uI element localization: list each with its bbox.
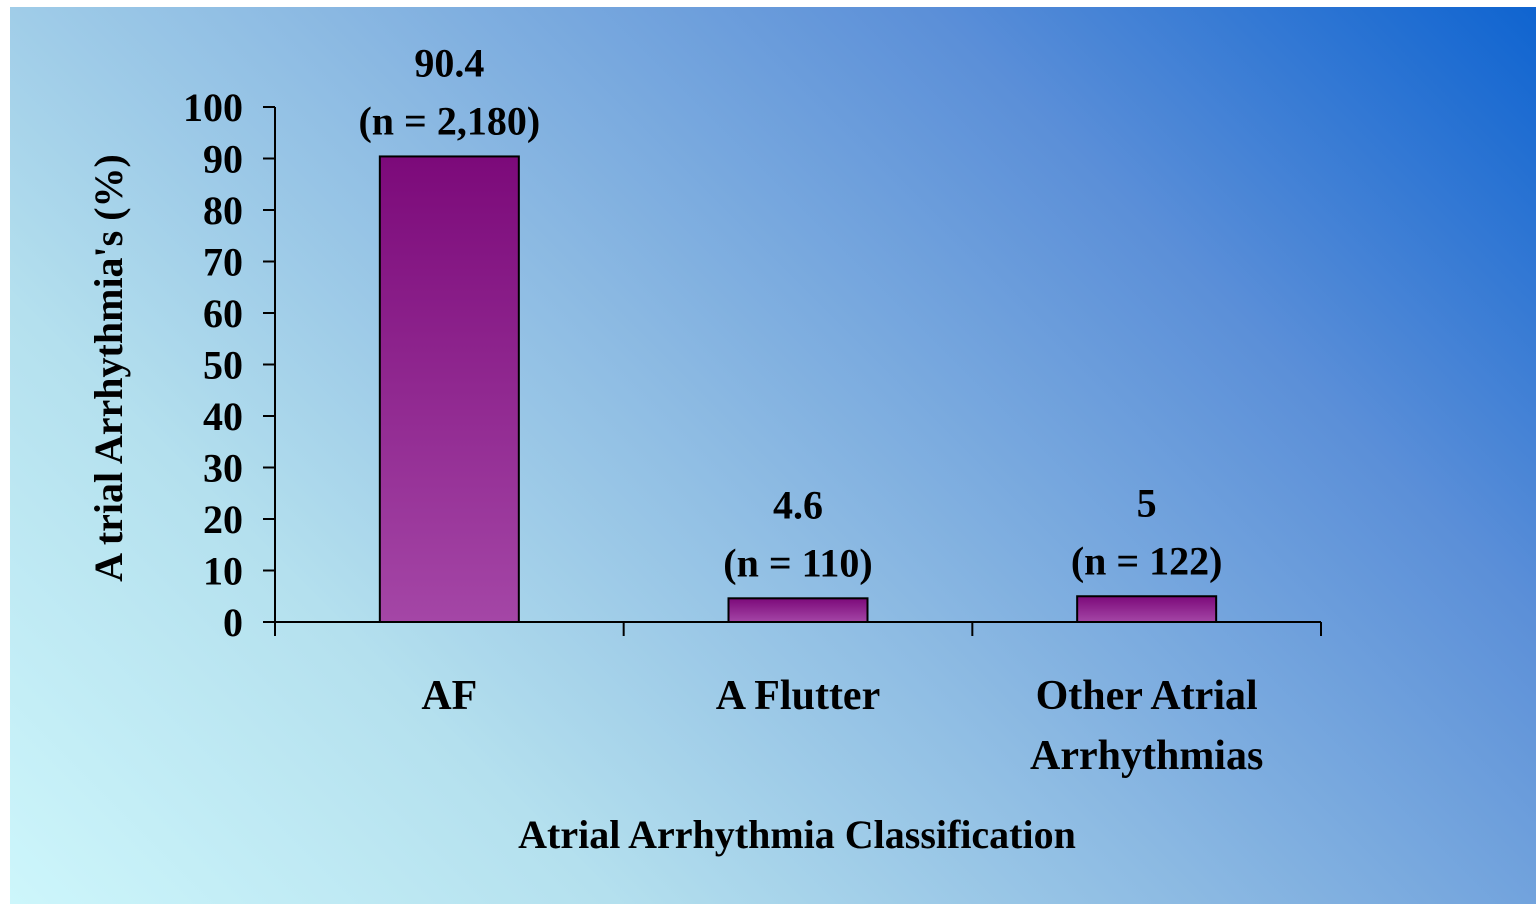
slide-background	[10, 7, 1536, 904]
data-label-1-0: 4.6	[773, 482, 823, 527]
category-label-2-1: Arrhythmias	[1030, 733, 1263, 779]
data-label-0-0: 90.4	[414, 40, 484, 85]
category-label-1-0: A Flutter	[716, 673, 880, 719]
y-tick-label-2: 20	[203, 497, 243, 542]
data-label-0-1: (n = 2,180)	[358, 98, 540, 143]
bar-0	[378, 155, 520, 623]
y-tick-label-10: 100	[183, 85, 243, 130]
data-label-1-1: (n = 110)	[723, 540, 872, 585]
y-tick-label-9: 90	[203, 137, 243, 182]
y-tick-label-4: 40	[203, 394, 243, 439]
y-tick-label-3: 30	[203, 446, 243, 491]
y-tick-label-0: 0	[223, 600, 243, 645]
y-tick-label-1: 10	[203, 549, 243, 594]
x-axis-title: Atrial Arrhythmia Classification	[518, 812, 1076, 857]
category-label-0-0: AF	[421, 673, 477, 719]
bar-2	[1076, 595, 1218, 623]
y-tick-label-8: 80	[203, 188, 243, 233]
data-label-2-1: (n = 122)	[1071, 538, 1223, 583]
bar-1	[727, 597, 869, 623]
data-label-2-0: 5	[1137, 480, 1157, 525]
bars	[378, 155, 1218, 623]
y-axis-title: A trial Arrhythmia's (%)	[86, 154, 131, 582]
y-tick-label-7: 70	[203, 240, 243, 285]
axes	[263, 106, 1322, 636]
y-tick-label-5: 50	[203, 343, 243, 388]
category-label-2-0: Other Atrial	[1036, 673, 1258, 719]
y-tick-label-6: 60	[203, 291, 243, 336]
labels: 90.4 (n = 2,180) AF 4.6 (n = 110) A Flutter 5 (…	[183, 40, 1263, 779]
